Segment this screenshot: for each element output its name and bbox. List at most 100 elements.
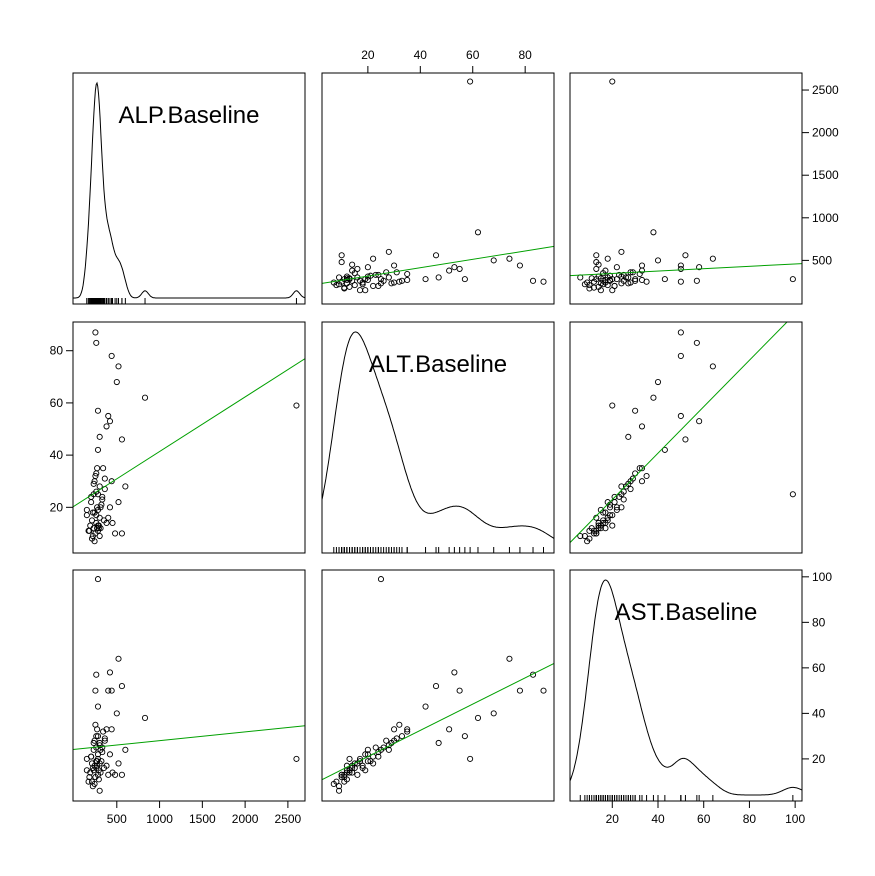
point (446, 726, 453, 733)
x-tick-label: 2500 (275, 812, 302, 826)
point (597, 287, 604, 294)
point (354, 771, 361, 778)
density (322, 331, 554, 539)
point (293, 755, 300, 762)
point (625, 274, 632, 281)
point (586, 285, 593, 292)
point (362, 767, 369, 774)
point (422, 703, 429, 710)
point (709, 255, 716, 262)
point (346, 755, 353, 762)
point (85, 778, 92, 785)
point (103, 762, 110, 769)
y-tick-label: 2000 (812, 126, 839, 140)
point (602, 525, 609, 532)
point (88, 499, 95, 506)
point (118, 771, 125, 778)
point (94, 751, 102, 758)
point (661, 446, 668, 453)
point (335, 274, 343, 281)
y-tick-label: 40 (50, 448, 64, 462)
point (595, 261, 602, 268)
point (595, 522, 602, 529)
point (588, 275, 595, 282)
panel (570, 322, 796, 545)
point (112, 530, 119, 537)
x-tick-label: 2000 (232, 812, 259, 826)
variable-label: ALT.Baseline (369, 351, 507, 378)
point (97, 504, 104, 511)
point (89, 509, 96, 516)
point (388, 739, 395, 747)
point (87, 522, 94, 529)
point (404, 728, 411, 735)
point (604, 517, 611, 524)
point (643, 472, 650, 480)
point (584, 279, 591, 286)
point (435, 739, 442, 747)
density (570, 579, 802, 796)
y-tick-label: 500 (812, 253, 832, 267)
point (606, 504, 614, 511)
point (650, 394, 657, 401)
point (467, 755, 474, 762)
point (609, 276, 616, 283)
point (95, 525, 102, 532)
point (611, 282, 618, 289)
point (109, 519, 116, 527)
point (593, 252, 600, 259)
point (141, 394, 149, 401)
point (393, 269, 400, 276)
point (99, 496, 106, 503)
point (581, 532, 588, 540)
point (115, 499, 122, 506)
point (94, 491, 102, 498)
point (94, 733, 102, 740)
point (375, 282, 382, 289)
panel-frame (321, 569, 555, 802)
point (696, 418, 703, 425)
point (506, 255, 513, 262)
point (432, 252, 440, 259)
point (100, 728, 107, 735)
point (108, 687, 115, 694)
point (338, 771, 345, 778)
point (91, 780, 98, 787)
point (467, 78, 474, 85)
point (103, 519, 110, 527)
point (349, 769, 356, 776)
point (432, 683, 440, 690)
point (113, 378, 120, 386)
point (593, 530, 600, 537)
point (94, 465, 101, 472)
point (618, 504, 625, 511)
point (96, 739, 103, 747)
panel-frame (72, 72, 306, 305)
point (338, 252, 345, 259)
point (422, 276, 429, 283)
y-tick-label: 2500 (812, 83, 839, 97)
point (364, 758, 371, 765)
fit-line (322, 245, 554, 284)
variable-label: ALP.Baseline (119, 102, 260, 129)
point (351, 760, 358, 767)
point (96, 532, 103, 540)
point (95, 776, 102, 783)
point (346, 283, 353, 290)
x-tick-label: 80 (518, 48, 532, 62)
panel (73, 81, 305, 304)
point (456, 687, 463, 694)
point (385, 274, 392, 281)
panel-frame (321, 72, 555, 305)
panel-frame (72, 569, 306, 802)
point (109, 769, 116, 776)
point (338, 259, 345, 266)
point (96, 787, 103, 794)
point (577, 532, 584, 540)
point (351, 282, 358, 289)
point (100, 465, 107, 472)
point (609, 78, 616, 85)
point (94, 446, 102, 453)
point (341, 778, 348, 785)
